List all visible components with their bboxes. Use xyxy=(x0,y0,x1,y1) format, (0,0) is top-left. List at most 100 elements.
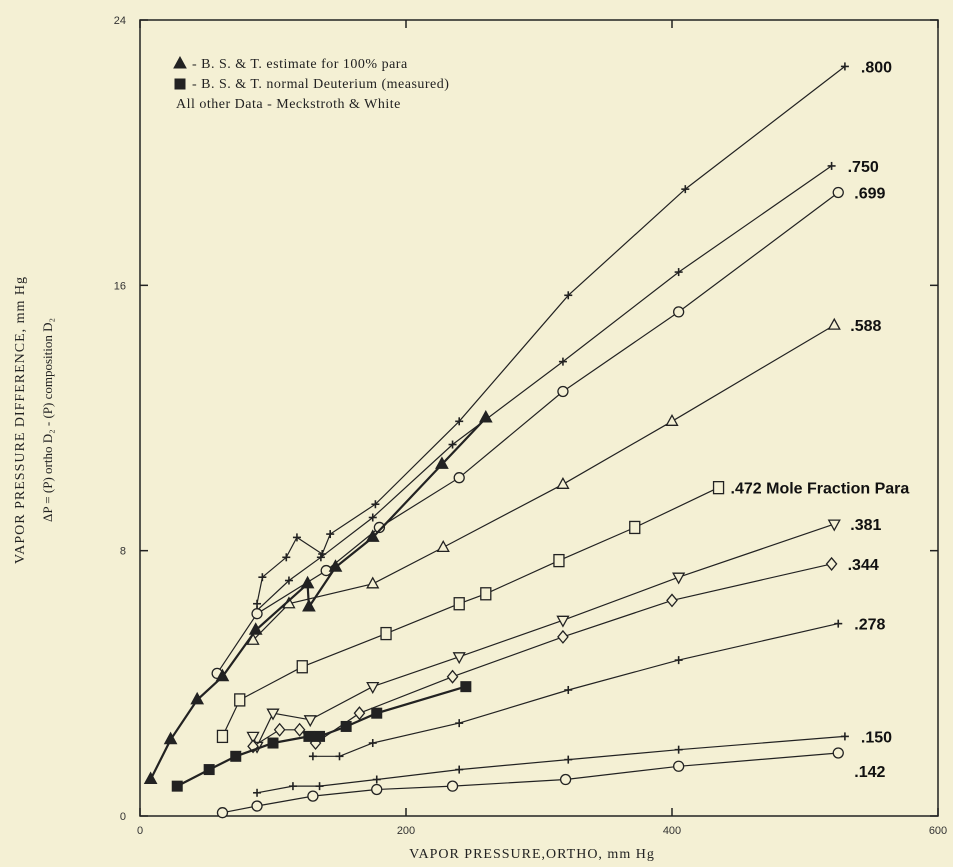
data-point xyxy=(665,413,679,426)
x-tick-label: 400 xyxy=(663,825,681,837)
series-bst-10 xyxy=(143,409,493,785)
data-point xyxy=(556,476,570,489)
data-point xyxy=(303,730,315,742)
data-point xyxy=(834,619,843,628)
data-point xyxy=(316,553,325,562)
data-point xyxy=(253,788,262,797)
y-axis-subtitle: ΔP = (P) ortho D₂ - (P) composition D₂ xyxy=(40,318,55,522)
data-point xyxy=(827,519,841,532)
data-point xyxy=(371,500,380,509)
series-label: .381 xyxy=(850,517,881,534)
series-label: .278 xyxy=(854,617,885,634)
data-point xyxy=(302,599,316,612)
data-point xyxy=(564,291,573,300)
data-point xyxy=(273,722,286,737)
data-point xyxy=(266,708,280,721)
data-point xyxy=(366,682,380,694)
legend-entry: - B. S. & T. normal Deuterium (measured) xyxy=(192,77,449,92)
y-tick-label: 0 xyxy=(120,811,126,823)
data-point xyxy=(455,765,464,774)
plot-frame xyxy=(139,19,939,817)
data-point xyxy=(171,780,183,792)
series-bst-11 xyxy=(171,681,472,792)
series-278 xyxy=(308,619,843,761)
data-point xyxy=(674,745,683,754)
data-point xyxy=(303,715,317,728)
data-point xyxy=(712,480,725,495)
series-line xyxy=(256,735,845,794)
data-point xyxy=(190,691,205,705)
data-point xyxy=(827,161,836,170)
data-point xyxy=(248,622,263,635)
data-point xyxy=(435,456,449,469)
series-labels: .800 .750 .699 .588 .472 Mole Fraction Para.… xyxy=(731,59,910,781)
data-point xyxy=(300,575,315,589)
data-point xyxy=(368,513,377,522)
series-150 xyxy=(253,732,849,797)
series-750 xyxy=(253,161,836,615)
data-point xyxy=(353,706,366,721)
data-point xyxy=(478,409,493,423)
data-point xyxy=(564,685,573,694)
series-label: .750 xyxy=(848,159,879,176)
data-point xyxy=(326,530,335,539)
series-line xyxy=(252,523,835,748)
data-point xyxy=(143,771,158,785)
y-tick-label: 24 xyxy=(114,15,126,27)
series-line xyxy=(222,752,839,814)
data-point xyxy=(558,357,567,366)
series-label: .699 xyxy=(854,185,885,202)
data-point xyxy=(673,760,685,772)
data-point xyxy=(373,521,386,534)
data-point xyxy=(335,752,344,761)
data-point xyxy=(308,752,317,761)
data-point xyxy=(258,573,267,582)
series-472MoleFractionPara xyxy=(216,480,725,744)
data-point xyxy=(629,520,641,535)
data-point xyxy=(448,440,457,449)
data-point xyxy=(832,747,844,759)
data-point xyxy=(293,722,306,737)
data-point xyxy=(371,707,383,719)
data-point xyxy=(380,626,392,641)
data-point xyxy=(315,782,324,791)
data-point xyxy=(480,587,492,601)
data-point xyxy=(267,737,279,749)
data-point xyxy=(825,556,838,571)
data-point xyxy=(832,186,844,199)
data-point xyxy=(674,656,683,665)
series-label: .800 xyxy=(861,59,892,76)
x-axis-title: VAPOR PRESSURE,ORTHO, mm Hg xyxy=(409,847,655,862)
data-point xyxy=(453,472,465,484)
data-point xyxy=(446,669,459,684)
y-tick-label: 16 xyxy=(114,280,126,292)
data-point xyxy=(460,681,472,693)
series-label: .588 xyxy=(850,318,881,335)
series-800 xyxy=(253,62,849,608)
data-point xyxy=(284,576,293,585)
data-point xyxy=(292,533,301,542)
series-344 xyxy=(247,556,838,754)
data-point xyxy=(673,306,685,318)
data-point xyxy=(288,782,297,791)
data-point xyxy=(340,720,352,732)
data-point xyxy=(282,553,291,562)
series-line xyxy=(221,487,719,737)
series-label: .142 xyxy=(854,764,885,781)
data-point xyxy=(368,739,377,748)
data-point xyxy=(557,629,569,644)
series-142 xyxy=(216,747,844,819)
data-point xyxy=(234,693,246,707)
data-point xyxy=(681,185,690,194)
data-point xyxy=(246,731,260,744)
data-point xyxy=(674,268,683,277)
data-point xyxy=(174,78,186,90)
series-699 xyxy=(211,186,844,680)
data-point xyxy=(452,652,466,665)
series-label: .150 xyxy=(861,729,892,746)
data-point xyxy=(556,615,570,628)
data-point xyxy=(251,608,263,620)
series-line xyxy=(149,417,487,780)
x-tick-label: 0 xyxy=(137,825,143,837)
